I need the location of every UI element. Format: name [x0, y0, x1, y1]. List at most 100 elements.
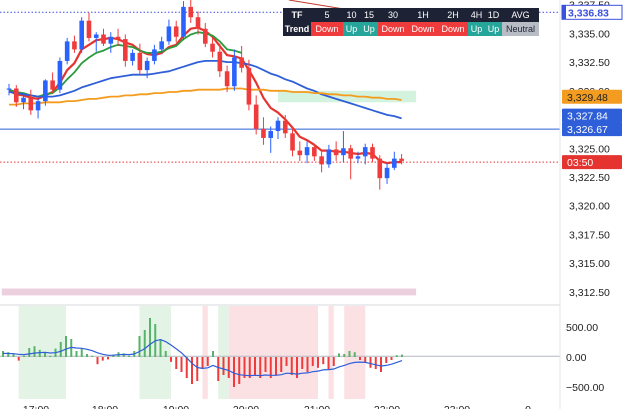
price-labels: 3,336.83 3,329.48 3,327.843,326.67 03:50	[561, 4, 623, 170]
osc-bar-43	[227, 357, 230, 378]
price-tick-8: 3,317.50	[569, 229, 610, 241]
svg-text:3,327.84: 3,327.84	[567, 111, 608, 123]
osc-bar-65	[343, 354, 346, 357]
candle-18	[137, 43, 143, 75]
candle-48	[355, 151, 361, 164]
osc-bar-62	[327, 357, 330, 369]
osc-bar-33	[175, 357, 178, 369]
candle-34	[253, 95, 259, 135]
osc-bar-49	[259, 357, 262, 378]
candle-52	[384, 163, 390, 184]
osc-tick-1: 0.00	[566, 352, 587, 364]
osc-bar-24	[128, 355, 130, 357]
trend-cell-1h: Down	[408, 22, 438, 36]
osc-bar-35	[185, 357, 188, 378]
trend-table-tf-label: TF	[283, 8, 311, 22]
osc-bar-3	[17, 357, 20, 361]
time-tick-2: 19:00	[163, 404, 189, 409]
tf-header-1h: 1H	[408, 8, 438, 22]
trend-cell-15: Up	[360, 22, 378, 36]
candle-29	[217, 43, 223, 78]
candle-44	[326, 144, 332, 168]
candle-21	[159, 36, 164, 55]
tf-header-15: 15	[360, 8, 378, 22]
osc-bar-40	[212, 351, 214, 357]
price-tick-10: 3,312.50	[569, 287, 610, 299]
trend-cell-30: Down	[378, 22, 408, 36]
candle-12	[93, 32, 99, 52]
trend-table-row-label: Trend	[283, 22, 311, 36]
candle-5	[43, 79, 48, 106]
candle-8	[64, 37, 70, 65]
tf-header-2h: 2H	[438, 8, 468, 22]
candle-31	[232, 49, 237, 91]
price-axis[interactable]: 3,337.503,335.003,332.503,330.003,327.50…	[569, 0, 610, 299]
time-tick-3: 20:00	[233, 404, 259, 409]
candle-16	[123, 34, 128, 67]
osc-bar-36	[191, 357, 193, 384]
candle-49	[362, 143, 368, 165]
osc-bar-47	[248, 357, 251, 378]
main-chart-zones	[1, 90, 417, 296]
osc-bar-64	[338, 353, 340, 357]
osc-bar-48	[254, 357, 256, 375]
osc-bar-51	[269, 357, 272, 378]
candle-42	[312, 143, 317, 161]
osc-bar-60	[317, 357, 319, 368]
osc-bar-71	[374, 357, 377, 369]
candle-41	[304, 141, 310, 164]
candle-19	[144, 57, 150, 79]
price-tick-2: 3,332.50	[569, 57, 610, 69]
osc-bar-73	[385, 357, 388, 363]
candlestick-series	[6, 0, 404, 190]
trend-cell-10: Up	[343, 22, 360, 36]
time-tick-4: 21:00	[304, 404, 330, 409]
osc-bar-27	[143, 330, 146, 357]
price-tick-6: 3,322.50	[569, 172, 610, 184]
candle-37	[275, 117, 281, 140]
osc-bar-44	[233, 357, 235, 387]
osc-bar-30	[159, 339, 162, 357]
candle-11	[86, 12, 92, 42]
price-tick-7: 3,320.00	[569, 201, 610, 213]
time-axis[interactable]: 17:00 18:00 19:00 20:00 21:00 22:00 23:00 0	[23, 404, 531, 409]
osc-bar-37	[196, 357, 199, 381]
osc-bar-59	[311, 357, 314, 366]
osc-tick-2: −500.00	[566, 382, 604, 394]
time-tick-5: 22:00	[374, 404, 400, 409]
osc-bar-1	[7, 352, 10, 357]
candle-0	[6, 83, 12, 96]
candle-24	[181, 1, 186, 41]
trend-cell-avg: Neutral	[502, 22, 539, 36]
osc-bar-39	[206, 357, 209, 366]
osc-bar-18	[96, 357, 99, 365]
osc-bar-8	[44, 352, 46, 357]
candle-26	[195, 11, 201, 35]
candle-3	[28, 89, 34, 115]
osc-bar-11	[59, 342, 62, 357]
oscillator-axis[interactable]: 500.00 0.00 −500.00	[566, 322, 604, 394]
osc-bar-75	[395, 355, 398, 357]
osc-bar-16	[86, 354, 88, 357]
osc-bar-76	[401, 354, 403, 357]
osc-bar-42	[222, 357, 225, 375]
time-tick-0: 17:00	[23, 404, 49, 409]
osc-bar-74	[390, 357, 393, 360]
tf-header-1d: 1D	[485, 8, 502, 22]
osc-bar-7	[38, 349, 41, 357]
price-label-2: 3,327.84	[562, 108, 622, 123]
osc-bar-67	[353, 352, 356, 357]
osc-zone-2	[202, 306, 208, 399]
osc-bar-57	[301, 357, 304, 369]
candle-1	[13, 85, 19, 107]
osc-bar-61	[322, 357, 325, 365]
candle-20	[152, 44, 157, 65]
price-label-3: 3,326.67	[562, 122, 622, 137]
candle-10	[79, 17, 84, 53]
candle-39	[290, 126, 295, 157]
candle-51	[377, 155, 383, 190]
candle-30	[224, 65, 230, 92]
ma-line-3	[9, 87, 402, 106]
oscillator-signal-line	[2, 338, 403, 377]
